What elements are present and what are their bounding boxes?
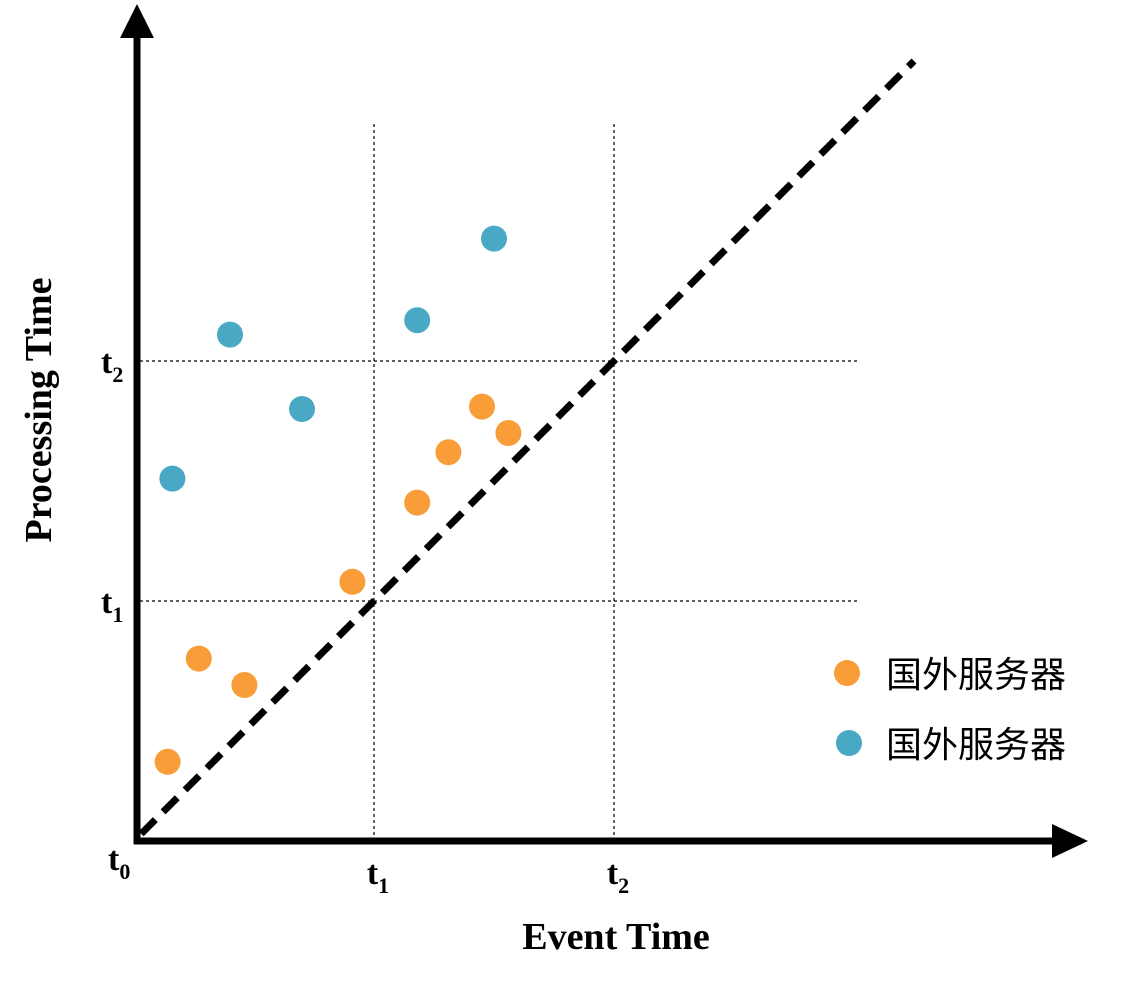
data-points xyxy=(154,225,522,775)
point-series1-2 xyxy=(289,396,315,422)
point-series0-0 xyxy=(154,748,181,775)
y-axis-arrow-icon xyxy=(120,4,154,38)
point-series1-0 xyxy=(159,465,186,492)
x-axis-arrow-icon xyxy=(1052,824,1088,858)
legend-marker-blue xyxy=(836,730,862,756)
point-series1-1 xyxy=(217,321,243,348)
grid-lines xyxy=(134,122,858,841)
y-axis-title: Processing Time xyxy=(18,278,60,543)
legend-marker-orange xyxy=(834,660,860,686)
legend: 国外服务器 国外服务器 xyxy=(834,655,1066,766)
legend-label-orange: 国外服务器 xyxy=(886,655,1066,696)
legend-label-blue: 国外服务器 xyxy=(886,725,1066,766)
y-tick-label-t1: t1 xyxy=(101,584,123,627)
point-series0-5 xyxy=(435,439,462,466)
tick-labels: t0 t1 t1 t2 t2 xyxy=(101,344,629,898)
x-tick-label-t2: t2 xyxy=(607,855,629,898)
y-tick-label-t2: t2 xyxy=(101,344,123,387)
point-series0-3 xyxy=(339,568,366,595)
point-series0-7 xyxy=(495,420,522,446)
point-series1-4 xyxy=(481,225,507,252)
point-series0-4 xyxy=(404,489,431,516)
x-tick-label-t1: t1 xyxy=(367,855,389,898)
point-series0-6 xyxy=(469,393,495,420)
x-axis-title: Event Time xyxy=(522,916,710,958)
point-series0-1 xyxy=(185,645,212,672)
point-series0-2 xyxy=(231,672,258,698)
point-series1-3 xyxy=(404,307,431,334)
origin-tick-label-t0: t0 xyxy=(108,841,130,884)
reference-diagonal-line xyxy=(138,58,917,837)
